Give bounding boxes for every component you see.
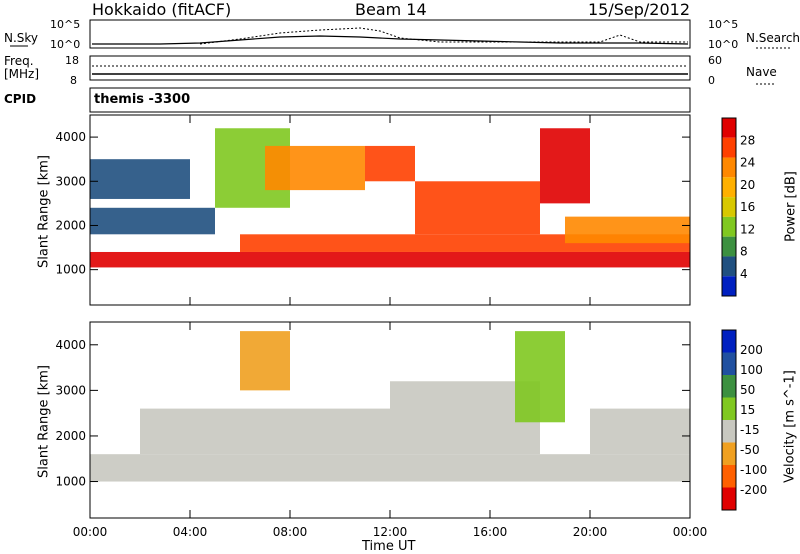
- colorbar-swatch: [722, 236, 736, 257]
- colorbar-swatch: [722, 137, 736, 158]
- colorbar-swatch: [722, 442, 736, 465]
- x-tick-label: 20:00: [573, 525, 608, 539]
- colorbar-swatch: [722, 352, 736, 375]
- cpid-value: themis -3300: [94, 92, 191, 107]
- colorbar-tick-label: 24: [740, 156, 755, 170]
- heatmap-band: [415, 181, 540, 235]
- cpid-label: CPID: [4, 92, 37, 106]
- freq-strip-frame: [89, 55, 691, 81]
- colorbar-swatch: [722, 216, 736, 237]
- heatmap-band: [265, 145, 365, 191]
- y-tick-label: 1000: [55, 475, 86, 489]
- time-xlabel: Time UT: [362, 539, 416, 554]
- velocity-yticks: 1000 2000 3000 4000: [55, 338, 690, 489]
- colorbar-tick-label: 12: [740, 222, 755, 236]
- heatmap-band: [240, 331, 290, 391]
- power-panel: [90, 128, 690, 268]
- colorbar-swatch: [722, 465, 736, 488]
- x-tick-label: 16:00: [473, 525, 508, 539]
- colorbar-swatch: [722, 375, 736, 398]
- heatmap-band: [365, 145, 415, 182]
- colorbar-tick-label: -50: [740, 443, 760, 457]
- colorbar-tick-label: 50: [740, 383, 755, 397]
- colorbar-tick-label: -100: [740, 463, 767, 477]
- colorbar-swatch: [722, 197, 736, 217]
- nsearch-label: N.Search: [746, 31, 800, 45]
- heatmap-band: [90, 207, 215, 235]
- x-tick-label: 12:00: [373, 525, 408, 539]
- colorbar-swatch: [722, 157, 736, 178]
- y-tick-label: 4000: [55, 130, 86, 144]
- nsky-trace: [92, 35, 689, 45]
- heatmap-band: [565, 216, 690, 244]
- y-tick-label: 4000: [55, 338, 86, 352]
- nsearch-trace: [199, 27, 688, 45]
- y-tick-label: 3000: [55, 383, 86, 397]
- colorbar-swatch: [722, 420, 736, 443]
- colorbar-swatch: [722, 487, 736, 510]
- cpid-strip-frame: [89, 87, 691, 113]
- freq-tick-top: 18: [65, 54, 79, 67]
- colorbar-swatch: [722, 118, 736, 138]
- nsky-label: N.Sky: [4, 31, 39, 45]
- nsearch-tick-bottom: 10^0: [708, 38, 739, 51]
- colorbar-swatch: [722, 256, 736, 277]
- x-tick-label: 08:00: [273, 525, 308, 539]
- y-tick-label: 1000: [55, 263, 86, 277]
- colorbar-tick-label: 20: [740, 178, 755, 192]
- y-tick-label: 2000: [55, 218, 86, 232]
- colorbar-tick-label: 16: [740, 200, 755, 214]
- colorbar-swatch: [722, 276, 736, 296]
- power-yticks: 1000 2000 3000 4000: [55, 130, 690, 277]
- colorbar-tick-label: -15: [740, 423, 760, 437]
- heatmap-band: [515, 331, 565, 423]
- colorbar-frame: [721, 117, 737, 297]
- colorbar-tick-label: 8: [740, 245, 748, 259]
- velocity-colorbar: 200 100 50 15 -15 -50 -100 -200: [721, 329, 767, 511]
- nave-tick-bottom: 0: [708, 74, 715, 87]
- colorbar-swatch: [722, 397, 736, 420]
- heatmap-band: [540, 128, 590, 204]
- heatmap-band: [90, 454, 690, 482]
- heatmap-band: [590, 408, 690, 455]
- colorbar-tick-label: 100: [740, 363, 763, 377]
- x-axis-ticks: 00:00 04:00 08:00 12:00 16:00 20:00 00:00: [73, 115, 708, 539]
- nave-tick-top: 60: [708, 54, 722, 67]
- nsearch-tick-top: 10^5: [708, 18, 739, 31]
- nave-label: Nave: [746, 65, 777, 79]
- nsky-tick-top: 10^5: [50, 18, 81, 31]
- date-title: 15/Sep/2012: [588, 0, 691, 19]
- heatmap-band: [140, 408, 390, 455]
- x-tick-label: 00:00: [73, 525, 108, 539]
- x-tick-label: 00:00: [673, 525, 708, 539]
- colorbar-swatch: [722, 330, 736, 353]
- x-tick-label: 04:00: [173, 525, 208, 539]
- beam-title: Beam 14: [355, 0, 427, 19]
- colorbar-frame: [721, 329, 737, 511]
- colorbar-tick-label: 200: [740, 343, 763, 357]
- colorbar-tick-label: 4: [740, 267, 748, 281]
- velocity-panel: [90, 331, 690, 482]
- colorbar-swatch: [722, 177, 736, 198]
- colorbar-tick-label: -200: [740, 483, 767, 497]
- y-tick-label: 3000: [55, 174, 86, 188]
- power-colorbar: 28 24 20 16 12 8 4: [721, 117, 755, 297]
- y-tick-label: 2000: [55, 429, 86, 443]
- freq-label-line2: [MHz]: [4, 67, 40, 81]
- heatmap-band: [90, 159, 190, 199]
- freq-tick-bottom: 8: [70, 74, 77, 87]
- colorbar-tick-label: 15: [740, 403, 755, 417]
- station-title: Hokkaido (fitACF): [92, 0, 232, 19]
- heatmap-band: [90, 251, 690, 268]
- nsky-strip-frame: [89, 19, 691, 49]
- colorbar-tick-label: 28: [740, 133, 755, 147]
- freq-label-line1: Freq.: [4, 54, 34, 68]
- nsky-tick-bottom: 10^0: [50, 38, 81, 51]
